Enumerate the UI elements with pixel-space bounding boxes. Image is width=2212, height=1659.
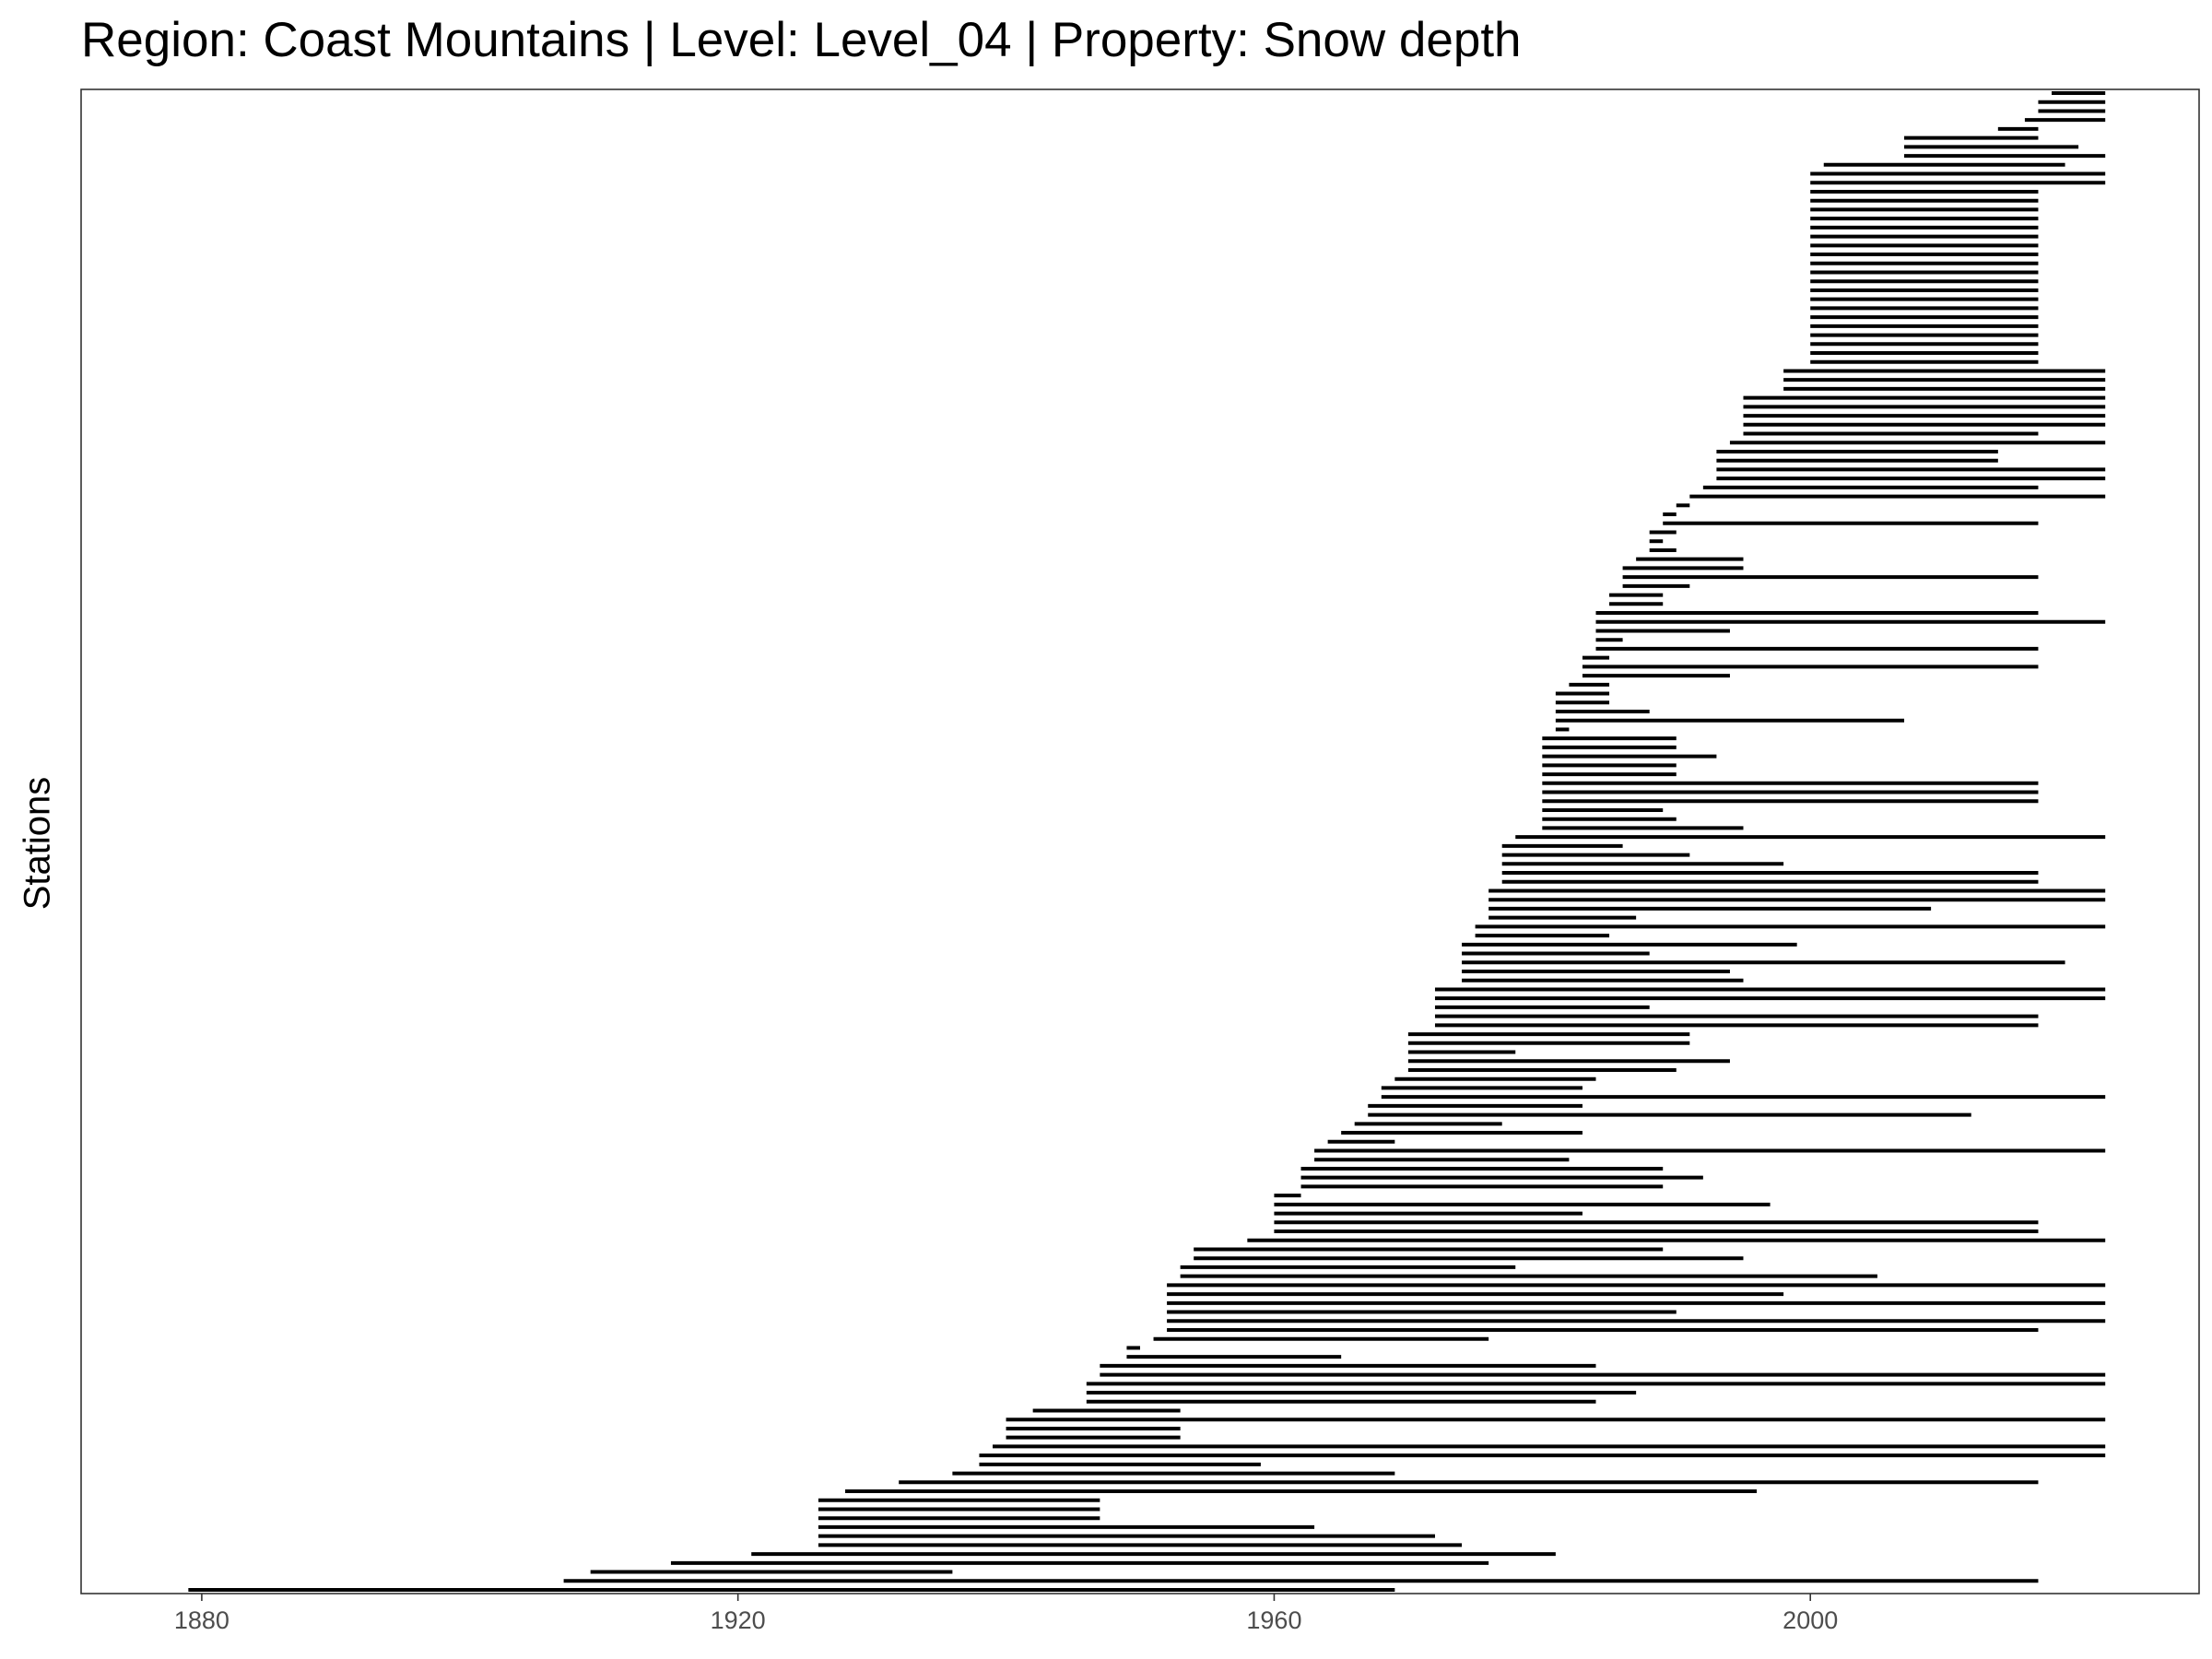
x-tick-label: 1920	[711, 1606, 766, 1634]
x-axis: 1880 1920 1960 2000	[174, 1594, 1838, 1634]
x-tick-label: 1880	[174, 1606, 229, 1634]
x-tick-label: 2000	[1783, 1606, 1838, 1634]
x-tick-label: 1960	[1246, 1606, 1301, 1634]
station-bars	[188, 91, 2106, 1592]
chart-title: Region: Coast Mountains | Level: Level_0…	[81, 13, 1522, 67]
plot-panel-border	[80, 88, 2200, 1594]
